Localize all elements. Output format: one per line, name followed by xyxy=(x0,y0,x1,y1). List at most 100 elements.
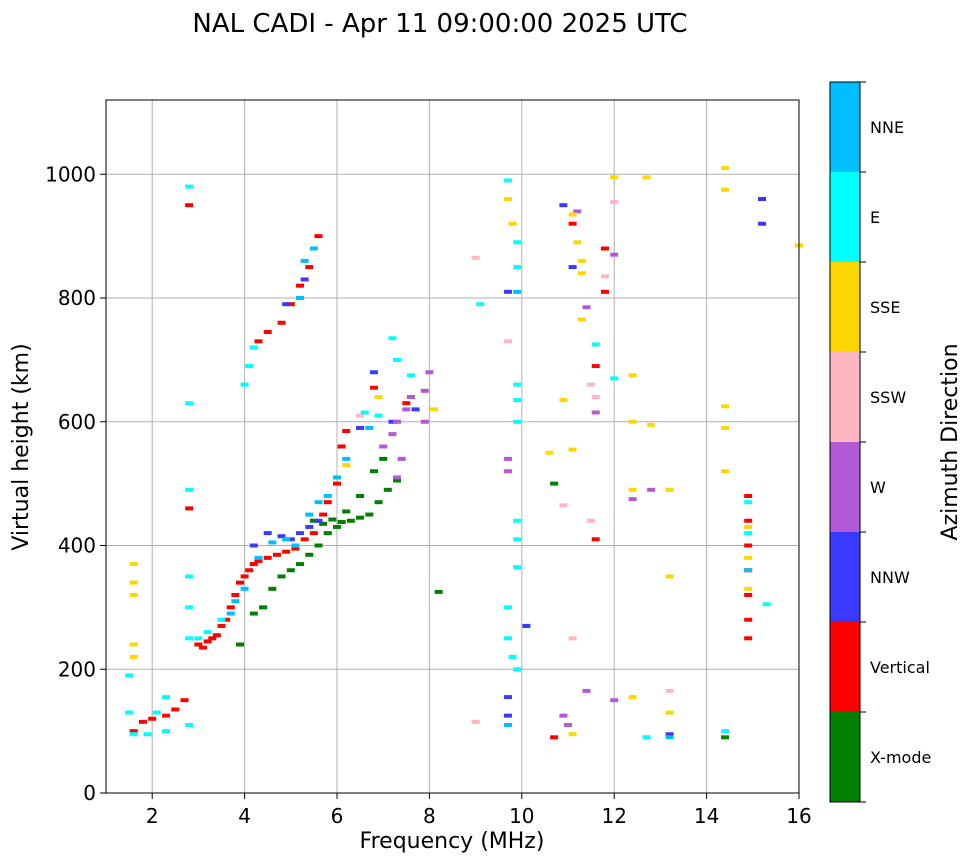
data-point xyxy=(328,517,337,522)
colorbar-tick-label: NNW xyxy=(870,568,910,587)
data-point xyxy=(129,654,138,659)
data-point xyxy=(129,562,138,567)
data-point xyxy=(393,475,402,480)
data-point xyxy=(425,370,434,375)
series-nne xyxy=(226,246,753,740)
colorbar-segment xyxy=(830,712,860,802)
data-point xyxy=(744,524,753,529)
data-point xyxy=(559,203,568,208)
data-point xyxy=(240,586,249,591)
data-point xyxy=(379,444,388,449)
data-point xyxy=(226,605,235,610)
data-point xyxy=(587,518,596,523)
data-point xyxy=(235,642,244,647)
data-point xyxy=(568,732,577,737)
data-point xyxy=(388,336,397,341)
data-point xyxy=(721,469,730,474)
data-point xyxy=(277,320,286,325)
data-point xyxy=(226,611,235,616)
data-point xyxy=(282,537,291,542)
data-point xyxy=(503,289,512,294)
data-point xyxy=(323,500,332,505)
data-point xyxy=(513,537,522,542)
data-point xyxy=(587,382,596,387)
data-point xyxy=(503,722,512,727)
data-point xyxy=(402,401,411,406)
data-point xyxy=(559,503,568,508)
data-point xyxy=(591,537,600,542)
data-point xyxy=(171,707,180,712)
x-axis-label: Frequency (MHz) xyxy=(360,829,545,854)
series-ssw xyxy=(356,200,674,724)
data-point xyxy=(185,574,194,579)
data-point xyxy=(263,531,272,536)
data-point xyxy=(277,574,286,579)
data-point xyxy=(744,568,753,573)
data-point xyxy=(503,339,512,344)
colorbar-segment xyxy=(830,532,860,622)
data-point xyxy=(383,487,392,492)
data-point xyxy=(185,401,194,406)
data-point xyxy=(309,246,318,251)
data-point xyxy=(286,568,295,573)
data-point xyxy=(231,599,240,604)
data-point xyxy=(393,419,402,424)
colorbar: X-mode Vertical NNW W SSW SSE E NNE xyxy=(829,81,931,803)
data-point xyxy=(125,710,134,715)
data-point xyxy=(513,565,522,570)
data-point xyxy=(758,221,767,226)
data-point xyxy=(185,184,194,189)
data-point xyxy=(129,593,138,597)
data-point xyxy=(374,500,383,505)
data-point xyxy=(185,203,194,208)
data-point xyxy=(744,593,753,597)
data-point xyxy=(564,722,572,727)
series-vertical xyxy=(129,203,753,740)
data-point xyxy=(342,456,351,461)
data-point xyxy=(591,364,600,369)
data-point xyxy=(744,586,753,591)
data-point xyxy=(314,518,323,523)
data-point xyxy=(508,654,517,659)
data-point xyxy=(610,376,619,381)
data-point xyxy=(628,695,637,700)
x-tick-label: 2 xyxy=(146,804,159,828)
data-point xyxy=(323,494,332,498)
data-point xyxy=(513,667,522,672)
series-x-mode xyxy=(235,456,730,740)
data-point xyxy=(568,212,577,217)
data-point xyxy=(356,515,365,520)
y-tick-label: 0 xyxy=(83,781,96,805)
data-point xyxy=(744,617,753,622)
data-points xyxy=(125,166,803,740)
data-point xyxy=(642,735,651,740)
x-tick-label: 14 xyxy=(694,804,719,828)
data-point xyxy=(503,605,512,610)
data-point xyxy=(263,330,272,335)
data-point xyxy=(365,425,374,430)
data-point xyxy=(249,543,258,548)
data-point xyxy=(600,246,609,251)
data-point xyxy=(721,735,730,740)
data-point xyxy=(319,512,328,517)
data-point xyxy=(568,221,577,226)
data-point xyxy=(333,481,341,486)
data-point xyxy=(203,630,212,635)
data-point xyxy=(379,456,388,461)
data-point xyxy=(231,593,240,597)
data-point xyxy=(610,252,619,257)
series-sse xyxy=(129,166,803,740)
data-point xyxy=(393,478,402,483)
data-point xyxy=(393,357,402,362)
data-point xyxy=(360,410,369,415)
data-point xyxy=(513,240,522,245)
data-point xyxy=(758,197,767,201)
data-point xyxy=(647,422,656,427)
data-point xyxy=(272,552,281,557)
data-point xyxy=(503,197,512,201)
data-point xyxy=(573,209,582,214)
data-point xyxy=(333,524,341,529)
data-point xyxy=(568,265,577,270)
data-point xyxy=(337,444,346,449)
data-point xyxy=(300,277,309,282)
